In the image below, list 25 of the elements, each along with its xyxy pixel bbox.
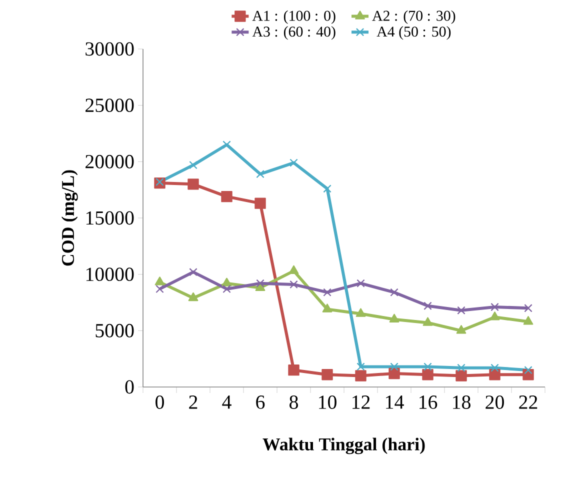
legend-label: A4 (50 : 50): [376, 26, 451, 40]
x-axis-title: Waktu Tinggal (hari): [262, 438, 425, 454]
x-tick-label: 14: [386, 396, 404, 409]
y-tick-label: 0: [125, 380, 134, 394]
y-tick-label: 5000: [96, 324, 134, 338]
y-tick-label: 20000: [86, 154, 134, 168]
x-tick-label: 12: [352, 396, 370, 409]
legend-label: A3 : (60 : 40): [252, 26, 336, 40]
x-tick-label: 8: [290, 396, 298, 409]
x-tick-label: 16: [420, 396, 438, 409]
x-tick-label: 2: [189, 396, 198, 409]
legend-label: A2 : (70 : 30): [372, 10, 456, 24]
x-tick-label: 10: [319, 396, 336, 409]
x-tick-label: 4: [222, 396, 232, 409]
y-tick-label: 10000: [86, 268, 134, 282]
y-tick-label: 30000: [86, 42, 134, 56]
x-tick-label: 6: [256, 396, 265, 409]
y-tick-label: 15000: [86, 211, 134, 225]
x-tick-label: 0: [156, 396, 164, 409]
x-tick-label: 18: [453, 396, 470, 409]
legend-label: A1 : (100 : 0): [252, 10, 336, 24]
y-tick-label: 25000: [86, 98, 134, 112]
y-axis-title: COD (mg/L): [61, 170, 78, 266]
x-tick-label: 22: [519, 396, 538, 409]
x-tick-label: 20: [486, 396, 504, 409]
